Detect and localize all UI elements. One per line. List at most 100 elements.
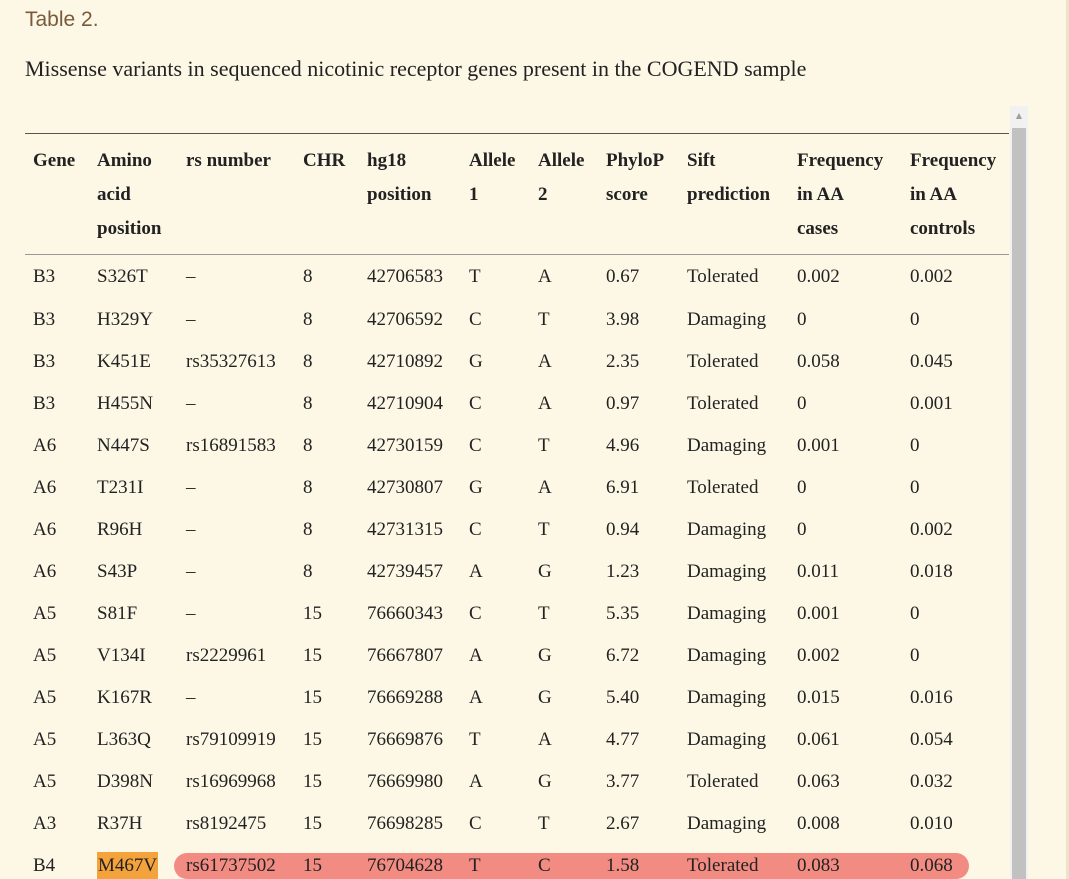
cell-hg18-position: 76704628: [359, 845, 461, 879]
highlight-band: T: [461, 853, 530, 879]
cell-sift-prediction: Damaging: [679, 299, 789, 341]
cell-allele-2: G: [530, 677, 598, 719]
cell-phylop-score: 2.67: [598, 803, 679, 845]
column-header-line: position: [367, 184, 431, 205]
cell-frequency-aa-cases: 0.061: [789, 719, 902, 761]
cell-frequency-aa-controls: 0: [902, 635, 1009, 677]
cell-rs-number: –: [178, 255, 295, 300]
cell-rs-number: –: [178, 677, 295, 719]
table-row: A5 K167R – 15 76669288 A G 5.40 Damaging 0.015 0.0…: [25, 677, 1009, 719]
cell-amino-acid-position: V134I: [89, 635, 178, 677]
column-header-line: Sift: [687, 150, 716, 171]
column-header-line: score: [606, 184, 648, 205]
table-body: B3 S326T –8 42706583 T A 0.67 Tolerated 0.002 0.0…: [25, 255, 1009, 879]
column-header-frequency-aa-controls: Frequency in AA controls: [902, 134, 1009, 255]
cell-gene: B4: [25, 845, 89, 879]
cell-sift-prediction: Tolerated: [679, 467, 789, 509]
column-header-line: position: [97, 218, 161, 239]
cell-hg18-position: 42710892: [359, 341, 461, 383]
cell-sift-prediction: Damaging: [679, 425, 789, 467]
cell-sift-prediction: Damaging: [679, 719, 789, 761]
cell-gene: B3: [25, 383, 89, 425]
cell-rs-number: –: [178, 551, 295, 593]
cell-amino-acid-position: M467V: [89, 845, 178, 879]
cell-chr: 15: [295, 803, 359, 845]
column-header-line: 2: [538, 184, 548, 205]
cell-allele-2: G: [530, 761, 598, 803]
cell-sift-prediction: Tolerated: [679, 845, 789, 879]
column-header-allele-1: Allele 1: [461, 134, 530, 255]
cell-sift-prediction: Tolerated: [679, 761, 789, 803]
vertical-scrollbar[interactable]: ▲: [1010, 106, 1028, 879]
cell-gene: A6: [25, 509, 89, 551]
table-row: A6 R96H – 8 42731315 C T 0.94 Damaging 0 0.002: [25, 509, 1009, 551]
cell-allele-2: A: [530, 719, 598, 761]
column-header-line: Frequency: [910, 150, 996, 171]
cell-phylop-score: 0.67: [598, 255, 679, 300]
cell-allele-2: C: [530, 845, 598, 879]
cell-amino-acid-position: K167R: [89, 677, 178, 719]
cell-allele-2: T: [530, 509, 598, 551]
cell-chr: 8: [295, 467, 359, 509]
highlight-band: rs61737502: [174, 853, 295, 879]
cell-gene: B3: [25, 299, 89, 341]
cell-gene: A3: [25, 803, 89, 845]
cell-chr: 8: [295, 255, 359, 300]
cell-frequency-aa-controls: 0.016: [902, 677, 1009, 719]
cell-amino-acid-position: K451E: [89, 341, 178, 383]
scroll-up-arrow-icon[interactable]: ▲: [1010, 106, 1028, 126]
cell-frequency-aa-cases: 0: [789, 299, 902, 341]
cell-chr: 8: [295, 425, 359, 467]
column-header-line: rs number: [186, 150, 271, 171]
scrollbar-thumb[interactable]: [1012, 128, 1026, 879]
cell-phylop-score: 3.98: [598, 299, 679, 341]
table-caption: Missense variants in sequenced nicotinic…: [25, 56, 806, 82]
column-header-line: Frequency: [797, 150, 883, 171]
cell-gene: A5: [25, 635, 89, 677]
column-header-line: Allele: [538, 150, 584, 171]
column-header-line: cases: [797, 218, 838, 239]
cell-rs-number: rs35327613: [178, 341, 295, 383]
cell-amino-acid-position: D398N: [89, 761, 178, 803]
cell-frequency-aa-controls: 0: [902, 299, 1009, 341]
table-row: A6 N447S rs16891583 8 42730159 C T 4.96 Damaging…: [25, 425, 1009, 467]
table-row: B3 H455N – 8 42710904 C A 0.97 Tolerated 0 0.001: [25, 383, 1009, 425]
cell-frequency-aa-controls: 0.054: [902, 719, 1009, 761]
cell-allele-1: T: [461, 255, 530, 300]
cell-frequency-aa-controls: 0.002: [902, 255, 1009, 300]
cell-chr: 15: [295, 761, 359, 803]
cell-allele-2: T: [530, 593, 598, 635]
cell-chr: 15: [295, 593, 359, 635]
cell-rs-number: rs79109919: [178, 719, 295, 761]
cell-hg18-position: 76669288: [359, 677, 461, 719]
cell-allele-1: A: [461, 761, 530, 803]
variants-table: Gene Amino acid position rs number CHR hg18 pos…: [25, 133, 1009, 879]
cell-allele-1: C: [461, 593, 530, 635]
cell-amino-acid-position: T231I: [89, 467, 178, 509]
cell-chr: 8: [295, 299, 359, 341]
cell-sift-prediction: Tolerated: [679, 383, 789, 425]
column-header-phylop-score: PhyloP score: [598, 134, 679, 255]
column-header-allele-2: Allele 2: [530, 134, 598, 255]
cell-amino-acid-position: H455N: [89, 383, 178, 425]
highlight-band: 0.083: [789, 853, 902, 879]
highlight-band: 1.58: [598, 853, 679, 879]
cell-frequency-aa-cases: 0.063: [789, 761, 902, 803]
cell-allele-1: C: [461, 425, 530, 467]
cell-allele-1: C: [461, 803, 530, 845]
cell-frequency-aa-cases: 0.002: [789, 255, 902, 300]
cell-allele-1: C: [461, 509, 530, 551]
cell-rs-number: rs2229961: [178, 635, 295, 677]
cell-rs-number: rs61737502: [178, 845, 295, 879]
table-row: A5 S81F –15 76660343 C T 5.35 Damaging 0.001 0: [25, 593, 1009, 635]
cell-phylop-score: 1.23: [598, 551, 679, 593]
column-header-line: Amino: [97, 150, 152, 171]
cell-allele-1: G: [461, 341, 530, 383]
cell-frequency-aa-controls: 0.002: [902, 509, 1009, 551]
cell-phylop-score: 4.96: [598, 425, 679, 467]
column-header-amino-acid-position: Amino acid position: [89, 134, 178, 255]
cell-frequency-aa-cases: 0.015: [789, 677, 902, 719]
cell-allele-2: G: [530, 551, 598, 593]
column-header-rs-number: rs number: [178, 134, 295, 255]
cell-amino-acid-position: L363Q: [89, 719, 178, 761]
